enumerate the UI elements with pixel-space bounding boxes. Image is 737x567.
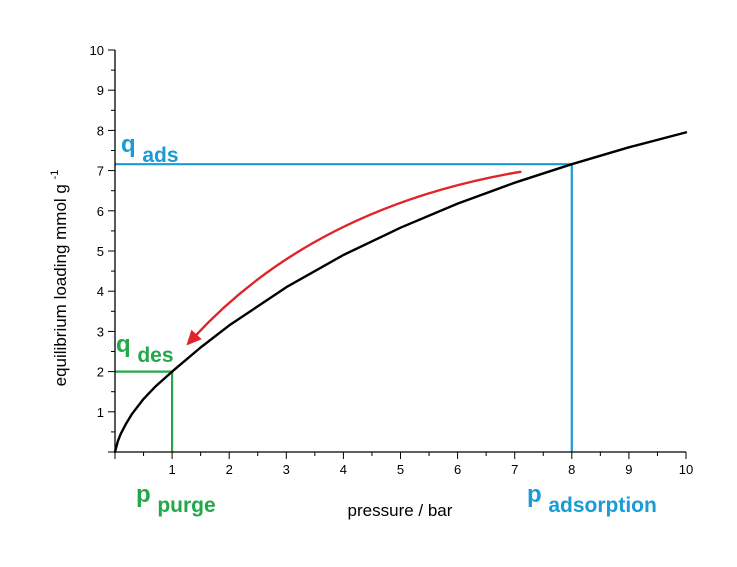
- p-adsorption-main: p: [527, 481, 542, 508]
- x-tick-label: 3: [283, 462, 290, 477]
- x-tick-label: 2: [226, 462, 233, 477]
- arrow-layer: [186, 170, 522, 346]
- y-tick-label: 9: [97, 83, 104, 98]
- x-tick-label: 6: [454, 462, 461, 477]
- y-axis-title-superscript: -1: [49, 170, 61, 180]
- x-tick-label: 9: [625, 462, 632, 477]
- p-adsorption-label: p adsorption: [527, 481, 657, 517]
- y-tick-label: 1: [97, 405, 104, 420]
- arrow-head: [186, 329, 202, 346]
- axes-layer: 1 2 3 4 5 6 7 8 9 10 1 2 3 4 5 6 7 8 9 10: [90, 43, 694, 477]
- y-axis-title-main: equilibrium loading mmol g: [51, 184, 70, 386]
- x-tick-label: 4: [340, 462, 347, 477]
- labels-layer: pressure / bar equilibrium loading mmol …: [49, 131, 657, 520]
- y-tick-label: 3: [97, 324, 104, 339]
- y-tick-label: 5: [97, 244, 104, 259]
- y-tick-label: 2: [97, 365, 104, 380]
- x-tick-label: 8: [568, 462, 575, 477]
- q-des-main: q: [116, 331, 131, 358]
- y-axis-title: equilibrium loading mmol g -1: [49, 170, 70, 387]
- x-axis-title: pressure / bar: [348, 501, 453, 520]
- p-adsorption-subscript: adsorption: [548, 494, 657, 517]
- p-purge-label: p purge: [136, 481, 216, 517]
- q-ads-main: q: [121, 131, 136, 158]
- q-ads-subscript: ads: [142, 144, 178, 167]
- x-tick-label: 5: [397, 462, 404, 477]
- arrow-shaft: [193, 170, 522, 338]
- y-tick-label: 10: [90, 43, 104, 58]
- y-tick-label: 7: [97, 164, 104, 179]
- y-tick-label: 8: [97, 123, 104, 138]
- q-des-subscript: des: [137, 344, 173, 367]
- x-tick-label: 7: [511, 462, 518, 477]
- series-layer: [113, 131, 688, 454]
- y-tick-label: 6: [97, 204, 104, 219]
- p-purge-subscript: purge: [157, 494, 215, 517]
- x-tick-label: 1: [168, 462, 175, 477]
- x-tick-label: 10: [679, 462, 693, 477]
- y-tick-label: 4: [97, 284, 104, 299]
- q-ads-label: q ads: [121, 131, 179, 167]
- p-purge-main: p: [136, 481, 151, 508]
- isotherm-line: [113, 131, 688, 454]
- q-des-label: q des: [116, 331, 174, 367]
- guide-lines-layer: [115, 163, 573, 452]
